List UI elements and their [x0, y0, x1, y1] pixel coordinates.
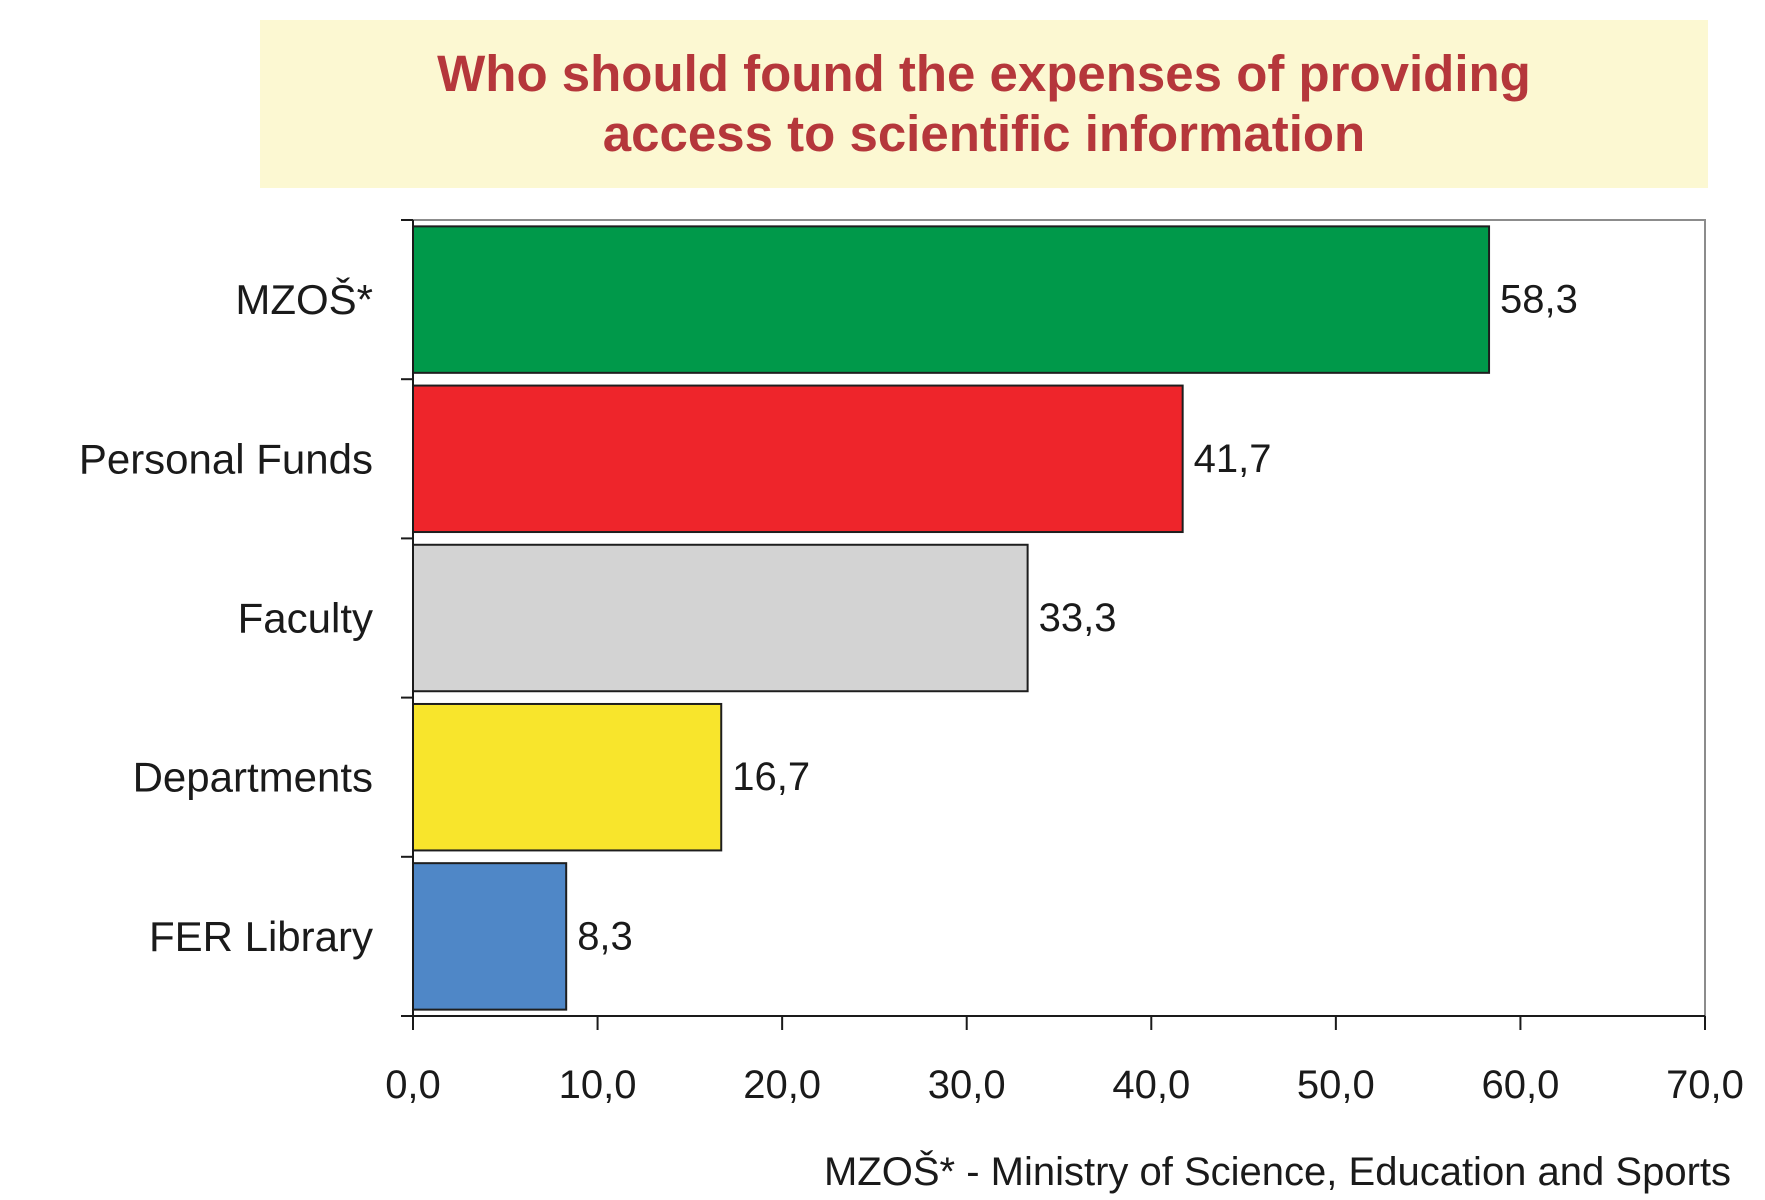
- chart-title-line-1: Who should found the expenses of providi…: [437, 45, 1531, 102]
- chart-title-line-2: access to scientific information: [602, 105, 1366, 162]
- value-label: 58,3: [1500, 278, 1578, 322]
- bar: [412, 702, 723, 852]
- category-label: FER Library: [149, 913, 373, 960]
- x-tick-label: 30,0: [928, 1063, 1006, 1107]
- x-tick-label: 20,0: [743, 1063, 821, 1107]
- x-tick-label: 70,0: [1666, 1063, 1744, 1107]
- value-label: 16,7: [732, 755, 810, 799]
- category-label: Faculty: [238, 595, 373, 642]
- x-tick-label: 0,0: [385, 1063, 441, 1107]
- category-label: Departments: [133, 754, 373, 801]
- axes-group: [401, 219, 1706, 1030]
- chart-footnote: MZOŠ* - Ministry of Science, Education a…: [823, 1150, 1731, 1194]
- bar: [412, 225, 1491, 374]
- bar: [412, 543, 1029, 693]
- value-label: 8,3: [577, 914, 633, 958]
- labels-group: 58,3 MZOŠ* 41,7 Personal Funds 33,3 Faculty 16…: [79, 276, 1744, 1107]
- bar: [412, 384, 1184, 534]
- bars-group: [412, 225, 1491, 1011]
- category-label: Personal Funds: [79, 435, 373, 482]
- category-label: MZOŠ*: [235, 276, 373, 323]
- x-tick-label: 40,0: [1112, 1063, 1190, 1107]
- x-tick-label: 50,0: [1297, 1063, 1375, 1107]
- x-tick-label: 10,0: [559, 1063, 637, 1107]
- value-label: 33,3: [1039, 596, 1117, 640]
- x-tick-label: 60,0: [1481, 1063, 1559, 1107]
- chart-title-banner: Who should found the expenses of providi…: [260, 20, 1708, 188]
- bar: [412, 862, 568, 1011]
- value-label: 41,7: [1194, 437, 1272, 481]
